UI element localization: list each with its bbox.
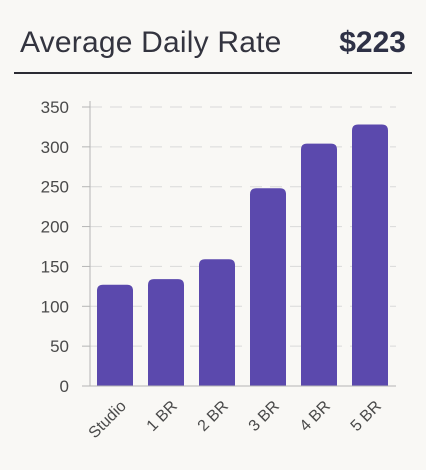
x-tick-label: 1 BR: [144, 398, 181, 435]
x-axis: Studio 1 BR 2 BR 3 BR 4 BR 5 BR: [86, 385, 396, 442]
headline-metric: $223: [339, 26, 406, 59]
x-tick-label: Studio: [86, 398, 130, 442]
grid-lines: [90, 106, 396, 347]
chart-header: Average Daily Rate $223: [14, 16, 412, 74]
y-tick-label: 350: [41, 98, 69, 117]
y-tick-label: 250: [41, 178, 69, 197]
bars: [97, 124, 388, 386]
y-tick-label: 300: [41, 138, 69, 157]
bar-2-br: [199, 259, 235, 386]
y-axis: 0 50 100 150 200 250 300 350: [41, 98, 91, 396]
y-tick-label: 200: [41, 218, 69, 237]
y-tick-label: 0: [60, 377, 69, 396]
x-tick-label: 4 BR: [297, 398, 334, 435]
x-tick-label: 3 BR: [246, 398, 283, 435]
bar-3-br: [250, 188, 286, 386]
bar-4-br: [301, 143, 337, 386]
bar-5-br: [352, 124, 388, 386]
y-tick-label: 150: [41, 257, 69, 276]
chart-title: Average Daily Rate: [20, 26, 282, 59]
y-tick-label: 100: [41, 297, 69, 316]
x-tick-label: 5 BR: [348, 398, 385, 435]
bar-1-br: [148, 279, 184, 386]
x-tick-label: 2 BR: [195, 398, 232, 435]
y-tick-label: 50: [50, 337, 69, 356]
bar-studio: [97, 284, 133, 386]
